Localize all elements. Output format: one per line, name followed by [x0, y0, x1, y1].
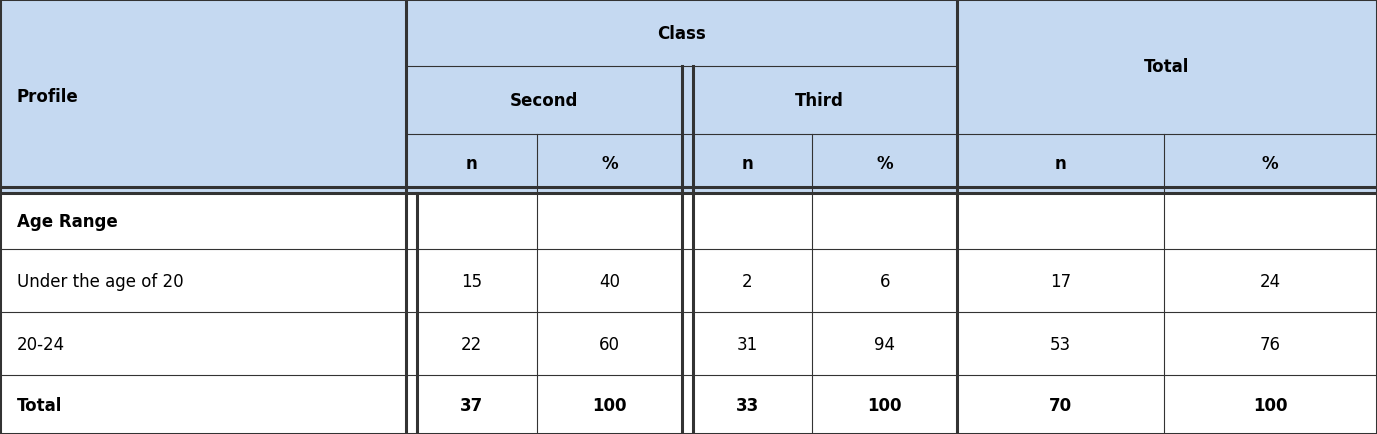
Text: Total: Total — [17, 396, 62, 414]
Text: 94: 94 — [874, 335, 895, 353]
Text: 76: 76 — [1260, 335, 1281, 353]
Bar — [0, 0, 1377, 193]
Text: Third: Third — [795, 92, 844, 110]
Text: %: % — [876, 155, 894, 173]
Text: 40: 40 — [599, 272, 620, 290]
Text: 20-24: 20-24 — [17, 335, 65, 353]
Text: 15: 15 — [461, 272, 482, 290]
Text: Second: Second — [509, 92, 578, 110]
Text: n: n — [465, 155, 478, 173]
Text: 6: 6 — [880, 272, 890, 290]
Text: 100: 100 — [1253, 396, 1287, 414]
Text: Under the age of 20: Under the age of 20 — [17, 272, 183, 290]
Text: 70: 70 — [1049, 396, 1071, 414]
Text: 37: 37 — [460, 396, 483, 414]
Text: %: % — [1261, 155, 1279, 173]
Text: 100: 100 — [868, 396, 902, 414]
Text: 31: 31 — [737, 335, 757, 353]
Text: 33: 33 — [735, 396, 759, 414]
Text: %: % — [600, 155, 618, 173]
Text: n: n — [741, 155, 753, 173]
Text: 24: 24 — [1260, 272, 1281, 290]
Text: 22: 22 — [461, 335, 482, 353]
Text: 100: 100 — [592, 396, 627, 414]
Text: Age Range: Age Range — [17, 212, 117, 230]
Text: Total: Total — [1144, 58, 1190, 76]
Bar — [0, 193, 1377, 434]
Text: 2: 2 — [742, 272, 752, 290]
Text: Class: Class — [657, 25, 706, 43]
Text: Profile: Profile — [17, 88, 78, 105]
Text: 17: 17 — [1049, 272, 1071, 290]
Text: 60: 60 — [599, 335, 620, 353]
Text: 53: 53 — [1049, 335, 1071, 353]
Text: n: n — [1055, 155, 1066, 173]
